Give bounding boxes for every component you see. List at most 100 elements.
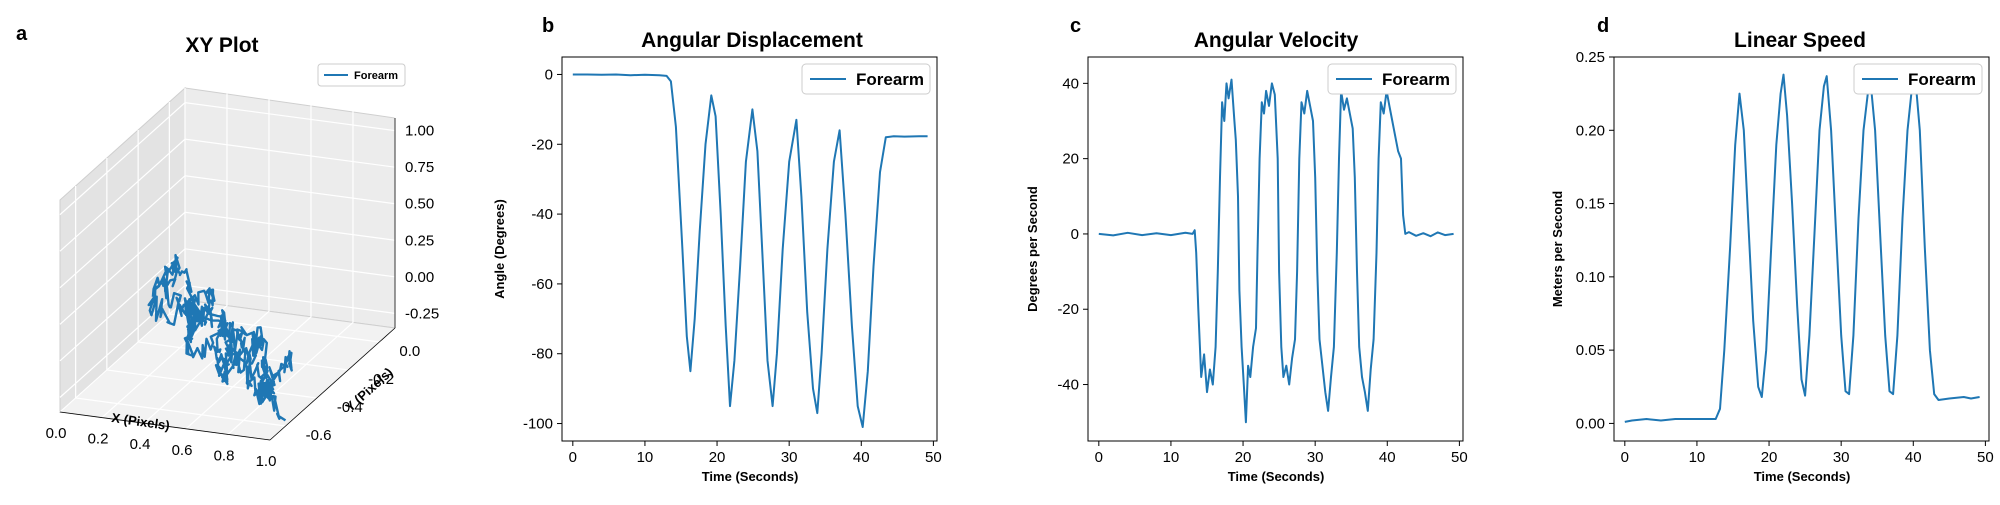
y-tick-label: 0.05 bbox=[1576, 342, 1605, 359]
series-line-b bbox=[572, 73, 928, 428]
chart-title-b: Angular Displacement bbox=[641, 29, 863, 52]
panel-a: a XY Plot 0.0 0.2 0.4 0.6 0.8 1.0 -0.6 -0.4 -0.2… bbox=[16, 23, 439, 470]
y-tick-label: -20 bbox=[1057, 301, 1079, 318]
ticks-b: 0 10 20 30 40 50 0 -20 -40 -60 -80 -100 bbox=[523, 66, 942, 466]
y-axis-label-c: Degrees per Second bbox=[1025, 186, 1040, 312]
x-tick-label: 10 bbox=[1689, 449, 1706, 466]
z-tick-label: 0.25 bbox=[405, 232, 434, 249]
x-tick-label: 0.8 bbox=[214, 447, 235, 464]
panel-b: b Angular Displacement 0 10 20 30 40 50 0 -20 -4… bbox=[492, 15, 942, 484]
legend-a: Forearm bbox=[317, 63, 406, 87]
chart-title-d: Linear Speed bbox=[1734, 29, 1866, 52]
legend-c: Forearm bbox=[1327, 63, 1457, 95]
plot-frame-c bbox=[1087, 56, 1464, 442]
y-tick-label: -0.4 bbox=[337, 399, 363, 416]
ticks-d: 0 10 20 30 40 50 0.00 0.05 0.10 0.15 0.20 0.25 bbox=[1576, 49, 1994, 466]
series-line-a bbox=[147, 253, 293, 422]
x-axis-label-d: Time (Seconds) bbox=[1754, 469, 1851, 484]
z-tick-label: 1.00 bbox=[405, 123, 434, 140]
y-tick-label: 0.00 bbox=[1576, 415, 1605, 432]
y-axis-label-b: Angle (Degrees) bbox=[492, 199, 507, 299]
x-tick-label: 0 bbox=[1095, 449, 1103, 466]
x-tick-label: 1.0 bbox=[256, 453, 277, 470]
pane-back bbox=[184, 87, 396, 329]
ticks-c: 0 10 20 30 40 50 40 20 0 -20 -40 bbox=[1057, 75, 1467, 466]
x-tick-label: 20 bbox=[709, 449, 726, 466]
y-axis-a bbox=[269, 327, 396, 441]
y-tick-label: 20 bbox=[1062, 151, 1079, 168]
y-tick-label: -40 bbox=[1057, 377, 1079, 394]
grid-line bbox=[168, 102, 380, 343]
y-tick-label: 0.15 bbox=[1576, 196, 1605, 213]
z-tick-label: 0.50 bbox=[405, 196, 434, 213]
panel-label-b: b bbox=[542, 15, 554, 37]
y-tick-label: -40 bbox=[531, 206, 553, 223]
x-tick-label: 30 bbox=[1833, 449, 1850, 466]
x-tick-label: 10 bbox=[1163, 449, 1180, 466]
y-tick-label: -100 bbox=[523, 416, 553, 433]
y-axis-label-d: Meters per Second bbox=[1550, 191, 1565, 307]
grid-line bbox=[137, 130, 349, 371]
panel-label-c: c bbox=[1070, 15, 1081, 37]
y-tick-label: -0.2 bbox=[368, 371, 394, 388]
x-axis-label-c: Time (Seconds) bbox=[1228, 469, 1325, 484]
x-tick-label: 30 bbox=[781, 449, 798, 466]
x-tick-label: 40 bbox=[1379, 449, 1396, 466]
series-line-c bbox=[1098, 78, 1454, 424]
grid-line bbox=[59, 138, 396, 252]
grid-line bbox=[59, 101, 396, 216]
legend-b: Forearm bbox=[801, 63, 931, 95]
x-tick-label: 0.2 bbox=[88, 431, 109, 448]
x-tick-label: 20 bbox=[1761, 449, 1778, 466]
legend-box-a bbox=[317, 63, 406, 87]
x-tick-label: 0.0 bbox=[46, 425, 67, 442]
chart-title-a: XY Plot bbox=[185, 34, 258, 57]
y-tick-label: -60 bbox=[531, 276, 553, 293]
x-tick-label: 10 bbox=[637, 449, 654, 466]
x-tick-label: 0 bbox=[569, 449, 577, 466]
x-tick-label: 50 bbox=[1451, 449, 1468, 466]
x-tick-label: 40 bbox=[1905, 449, 1922, 466]
legend-d: Forearm bbox=[1853, 63, 1983, 95]
x-tick-label: 0.4 bbox=[130, 436, 151, 453]
legend-box-d bbox=[1853, 63, 1983, 95]
legend-box-c bbox=[1327, 63, 1457, 95]
x-axis-a bbox=[59, 411, 271, 441]
y-tick-label: 0 bbox=[545, 66, 553, 83]
x-tick-label: 40 bbox=[853, 449, 870, 466]
chart-title-c: Angular Velocity bbox=[1194, 29, 1359, 52]
y-tick-label: -20 bbox=[531, 136, 553, 153]
grid-line bbox=[75, 186, 286, 427]
y-tick-label: 0.25 bbox=[1576, 49, 1605, 66]
grid-line bbox=[59, 175, 396, 289]
series-line-d bbox=[1624, 73, 1980, 423]
y-tick-label: 0.0 bbox=[399, 343, 420, 360]
y-tick-label: 40 bbox=[1062, 75, 1079, 92]
x-tick-label: 20 bbox=[1235, 449, 1252, 466]
grid-line bbox=[143, 99, 270, 424]
x-tick-label: 0 bbox=[1621, 449, 1629, 466]
grid-line bbox=[59, 211, 396, 325]
grid-line bbox=[59, 248, 396, 362]
panel-c: c Angular Velocity 0 10 20 30 40 50 40 20 0 -20 -4… bbox=[1025, 15, 1468, 484]
z-tick-label: 0.75 bbox=[405, 159, 434, 176]
plot-frame-d bbox=[1613, 56, 1990, 442]
grid-line bbox=[185, 104, 312, 430]
panel-d: d Linear Speed 0 10 20 30 40 50 0.00 0.05 0.10 0.… bbox=[1550, 15, 1994, 484]
legend-label-d: Forearm bbox=[1908, 70, 1976, 89]
legend-label-a: Forearm bbox=[354, 70, 398, 82]
grid-line bbox=[59, 284, 396, 398]
y-tick-label: -80 bbox=[531, 346, 553, 363]
x-tick-label: 0.6 bbox=[172, 442, 193, 459]
y-tick-label: 0.20 bbox=[1576, 122, 1605, 139]
ticks-3d: 0.0 0.2 0.4 0.6 0.8 1.0 -0.6 -0.4 -0.2 0.0 -0.25 0.… bbox=[46, 123, 440, 470]
y-tick-label: 0.10 bbox=[1576, 269, 1605, 286]
y-tick-label: 0 bbox=[1071, 226, 1079, 243]
grid-line bbox=[101, 93, 228, 419]
panel-label-d: d bbox=[1597, 15, 1609, 37]
z-tick-label: -0.25 bbox=[405, 305, 439, 322]
legend-box-b bbox=[801, 63, 931, 95]
legend-label-c: Forearm bbox=[1382, 70, 1450, 89]
